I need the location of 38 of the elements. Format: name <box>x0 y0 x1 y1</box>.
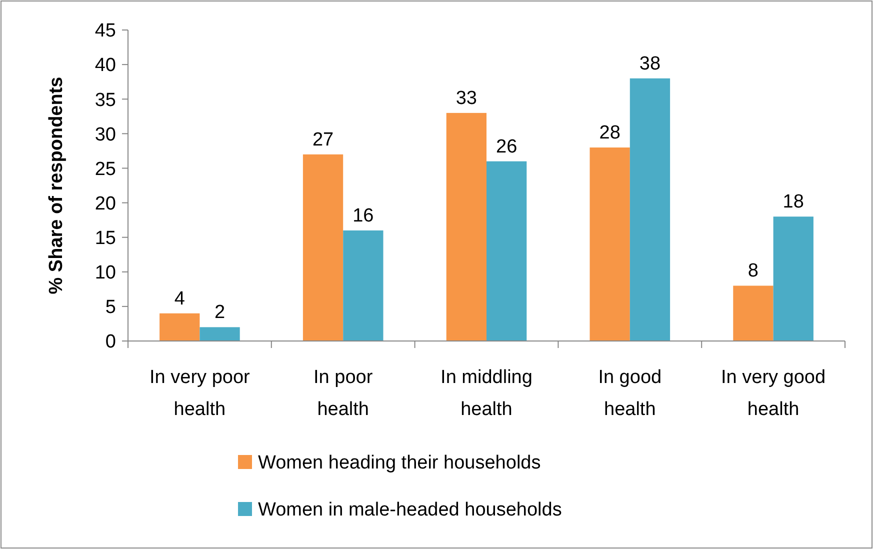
y-tick-label: 5 <box>105 297 116 318</box>
data-label: 4 <box>174 288 186 310</box>
bar <box>630 78 670 341</box>
y-tick-label: 40 <box>94 55 116 76</box>
data-label: 16 <box>352 205 374 226</box>
y-tick-label: 30 <box>94 124 116 146</box>
y-tick-label: 15 <box>94 228 116 249</box>
bar <box>486 161 527 341</box>
x-tick-label: In good health <box>598 367 662 420</box>
bar <box>200 327 240 341</box>
data-label: 27 <box>312 129 334 150</box>
bar <box>773 216 814 341</box>
bar <box>733 286 774 341</box>
data-label: 28 <box>599 122 620 144</box>
y-tick-label: 0 <box>105 332 116 353</box>
data-label: 18 <box>782 192 804 213</box>
y-tick-label: 45 <box>94 20 116 42</box>
y-tick-label: 10 <box>94 262 116 284</box>
x-tick-label: In middling health <box>440 367 532 420</box>
y-axis-title: % Share of respondents <box>46 76 67 294</box>
bar <box>343 230 384 341</box>
y-tick-label: 25 <box>94 158 116 180</box>
bar <box>590 147 630 341</box>
data-label: 33 <box>456 88 477 109</box>
legend-label: Women in male-headed households <box>258 500 562 521</box>
bar <box>302 154 344 341</box>
bar <box>160 313 200 341</box>
y-tick-label: 35 <box>94 90 116 111</box>
data-label: 2 <box>214 302 226 324</box>
x-tick-label: In very good health <box>721 367 826 420</box>
y-tick-label: 20 <box>94 193 116 214</box>
data-label: 38 <box>639 53 661 74</box>
x-tick-label: In poor health <box>314 367 374 420</box>
bar <box>446 112 486 341</box>
legend-label: Women heading their households <box>258 452 541 474</box>
data-label: 8 <box>748 260 759 282</box>
data-label: 26 <box>496 136 518 158</box>
x-tick-label: In very poor health <box>150 367 251 420</box>
